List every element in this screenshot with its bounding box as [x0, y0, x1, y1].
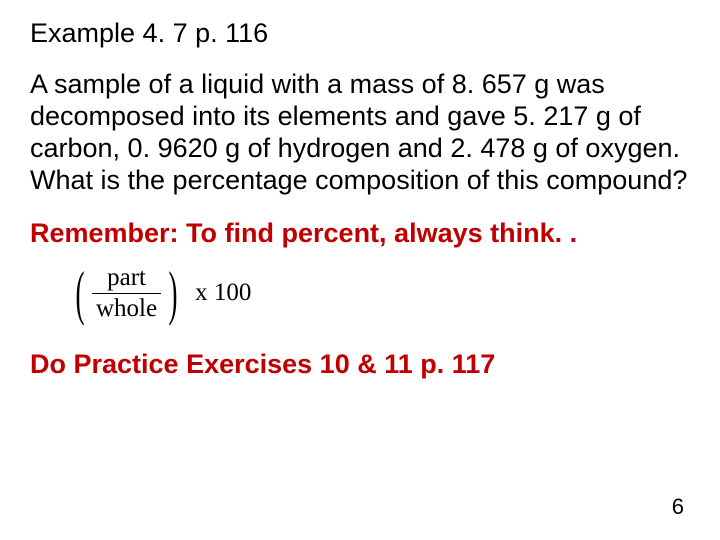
problem-text: A sample of a liquid with a mass of 8. 6…	[30, 69, 690, 196]
fraction-numerator: part	[103, 264, 150, 293]
times-100: x 100	[195, 279, 251, 307]
right-paren: )	[169, 263, 178, 323]
fraction-denominator: whole	[92, 293, 161, 323]
practice-text: Do Practice Exercises 10 & 11 p. 117	[30, 349, 690, 380]
percent-formula: ( part whole ) x 100	[70, 263, 690, 323]
fraction: part whole	[92, 264, 161, 323]
page-number: 6	[672, 494, 684, 520]
remember-text: Remember: To find percent, always think.…	[30, 218, 690, 249]
problem-body: A sample of a liquid with a mass of 8. 6…	[30, 69, 690, 196]
example-title: Example 4. 7 p. 116	[30, 18, 690, 49]
left-paren: (	[75, 263, 84, 323]
